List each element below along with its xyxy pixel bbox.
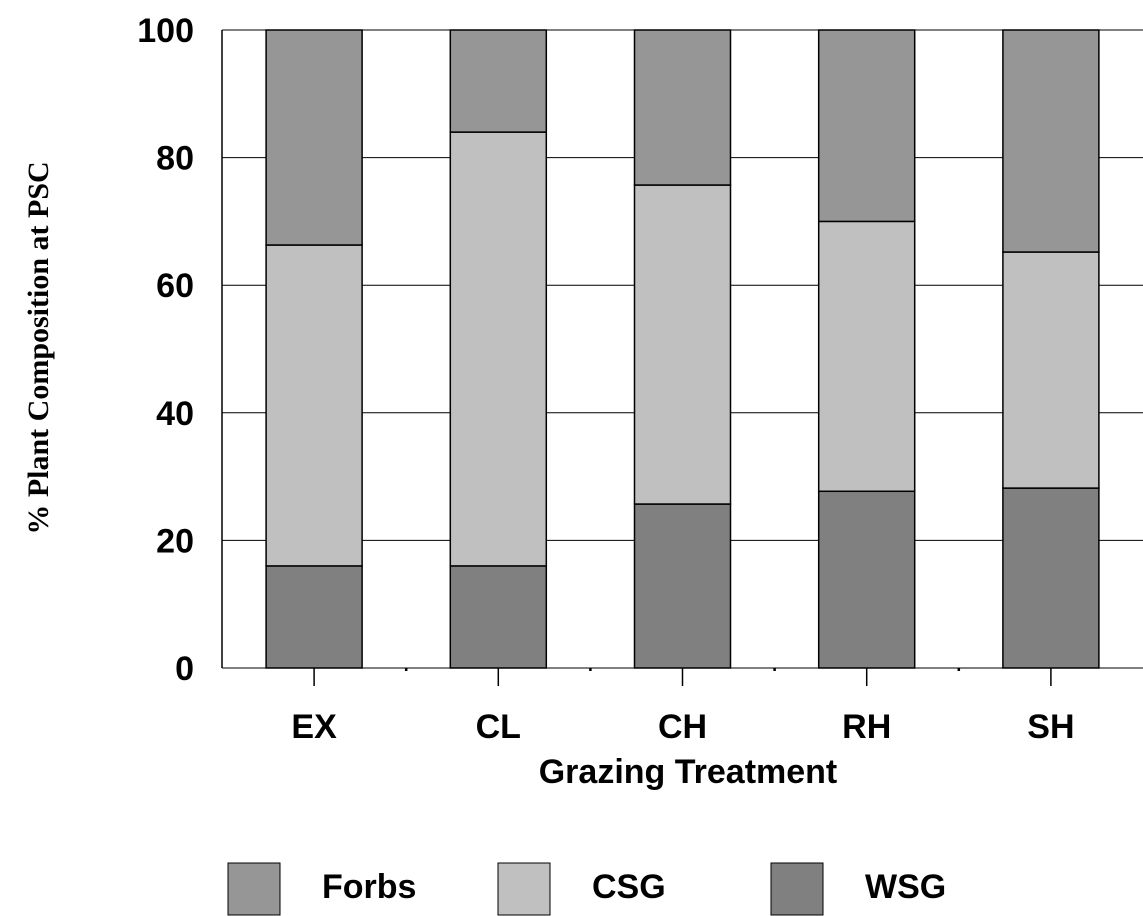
bar-segment-wsg xyxy=(449,565,548,669)
legend-label: Forbs xyxy=(322,868,416,906)
y-tick-label: 20 xyxy=(156,522,194,560)
bar-segment-csg xyxy=(1002,251,1100,489)
x-tick-label: CL xyxy=(476,708,521,746)
bar-segment-wsg xyxy=(817,490,916,669)
y-tick-label: 60 xyxy=(156,267,194,305)
bar-segment-forbs xyxy=(449,29,548,133)
x-tick-label: CH xyxy=(658,708,707,746)
legend-label: CSG xyxy=(592,868,666,906)
y-axis-title: % Plant Composition at PSC xyxy=(22,161,55,534)
legend: Forbs CSG WSG xyxy=(227,862,946,916)
y-tick-label: 40 xyxy=(156,395,194,433)
y-tick-label: 80 xyxy=(156,140,194,178)
legend-item-csg: CSG xyxy=(497,862,666,916)
bar-stack-ex xyxy=(265,29,363,669)
bar-segment-wsg xyxy=(1002,487,1100,669)
bar-segment-csg xyxy=(449,131,548,567)
bar-segment-forbs xyxy=(1002,29,1100,253)
bar-stack-cl xyxy=(449,29,548,669)
legend-item-forbs: Forbs xyxy=(227,862,416,916)
bar-stack-rh xyxy=(817,29,916,669)
legend-item-wsg: WSG xyxy=(770,862,946,916)
y-tick-label: 0 xyxy=(175,650,194,688)
bar-segment-forbs xyxy=(633,29,732,186)
legend-swatch xyxy=(770,862,824,916)
bar-segment-wsg xyxy=(633,503,732,669)
bar-segment-forbs xyxy=(817,29,916,223)
bar-segment-csg xyxy=(633,184,732,505)
x-axis-title: Grazing Treatment xyxy=(539,753,838,791)
x-tick-label: RH xyxy=(842,708,891,746)
y-tick-labels: 0 20 40 60 80 100 xyxy=(137,12,194,688)
bar-stack-sh xyxy=(1002,29,1100,669)
legend-swatch xyxy=(497,862,551,916)
bar-stack-ch xyxy=(633,29,732,669)
x-tick-label: EX xyxy=(291,708,337,746)
y-tick-label: 100 xyxy=(137,12,194,50)
bar-stacks xyxy=(265,29,1100,669)
legend-swatch xyxy=(227,862,281,916)
bar-segment-csg xyxy=(817,220,916,493)
x-tick-label: SH xyxy=(1027,708,1074,746)
x-tick-labels: EX CL CH RH SH xyxy=(291,668,1075,746)
bar-segment-wsg xyxy=(265,565,363,669)
legend-label: WSG xyxy=(865,868,946,906)
bar-segment-forbs xyxy=(265,29,363,246)
bar-segment-csg xyxy=(265,244,363,567)
